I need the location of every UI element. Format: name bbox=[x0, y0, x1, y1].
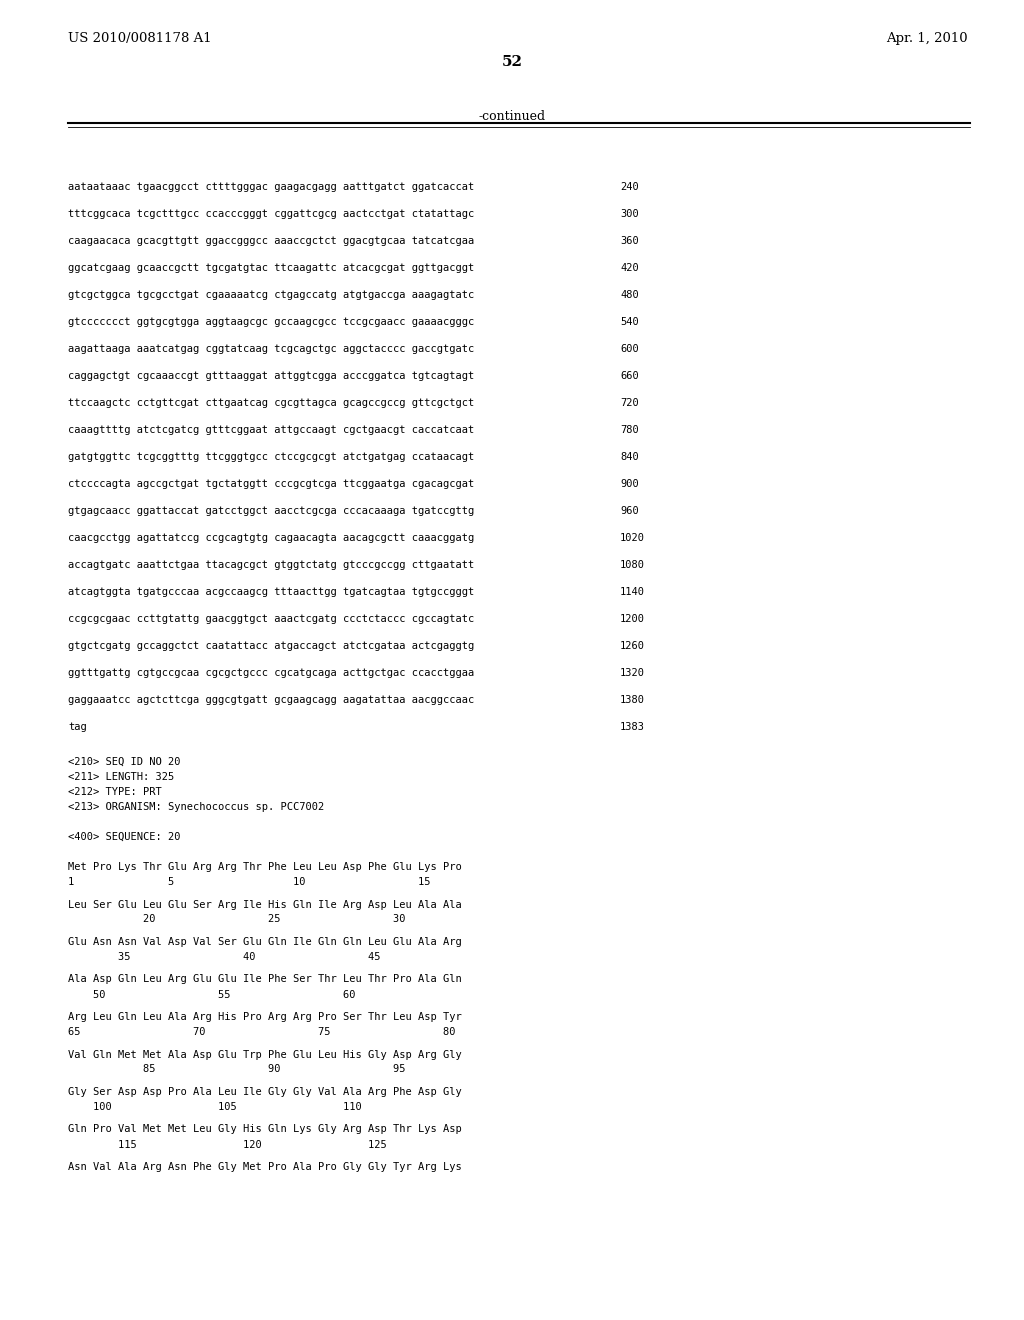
Text: 900: 900 bbox=[620, 479, 639, 488]
Text: aagattaaga aaatcatgag cggtatcaag tcgcagctgc aggctacccc gaccgtgatc: aagattaaga aaatcatgag cggtatcaag tcgcagc… bbox=[68, 345, 474, 354]
Text: <213> ORGANISM: Synechococcus sp. PCC7002: <213> ORGANISM: Synechococcus sp. PCC700… bbox=[68, 803, 325, 812]
Text: gtgagcaacc ggattaccat gatcctggct aacctcgcga cccacaaaga tgatccgttg: gtgagcaacc ggattaccat gatcctggct aacctcg… bbox=[68, 506, 474, 516]
Text: Arg Leu Gln Leu Ala Arg His Pro Arg Arg Pro Ser Thr Leu Asp Tyr: Arg Leu Gln Leu Ala Arg His Pro Arg Arg … bbox=[68, 1012, 462, 1022]
Text: <212> TYPE: PRT: <212> TYPE: PRT bbox=[68, 787, 162, 797]
Text: Asn Val Ala Arg Asn Phe Gly Met Pro Ala Pro Gly Gly Tyr Arg Lys: Asn Val Ala Arg Asn Phe Gly Met Pro Ala … bbox=[68, 1162, 462, 1172]
Text: gatgtggttc tcgcggtttg ttcgggtgcc ctccgcgcgt atctgatgag ccataacagt: gatgtggttc tcgcggtttg ttcgggtgcc ctccgcg… bbox=[68, 451, 474, 462]
Text: 1383: 1383 bbox=[620, 722, 645, 733]
Text: aataataaac tgaacggcct cttttgggac gaagacgagg aatttgatct ggatcaccat: aataataaac tgaacggcct cttttgggac gaagacg… bbox=[68, 182, 474, 191]
Text: 480: 480 bbox=[620, 290, 639, 300]
Text: tag: tag bbox=[68, 722, 87, 733]
Text: 1020: 1020 bbox=[620, 533, 645, 543]
Text: 65                  70                  75                  80: 65 70 75 80 bbox=[68, 1027, 456, 1038]
Text: 115                 120                 125: 115 120 125 bbox=[68, 1139, 387, 1150]
Text: 240: 240 bbox=[620, 182, 639, 191]
Text: Glu Asn Asn Val Asp Val Ser Glu Gln Ile Gln Gln Leu Glu Ala Arg: Glu Asn Asn Val Asp Val Ser Glu Gln Ile … bbox=[68, 937, 462, 946]
Text: 20                  25                  30: 20 25 30 bbox=[68, 915, 406, 924]
Text: 85                  90                  95: 85 90 95 bbox=[68, 1064, 406, 1074]
Text: atcagtggta tgatgcccaa acgccaagcg tttaacttgg tgatcagtaa tgtgccgggt: atcagtggta tgatgcccaa acgccaagcg tttaact… bbox=[68, 587, 474, 597]
Text: gtccccccct ggtgcgtgga aggtaagcgc gccaagcgcc tccgcgaacc gaaaacgggc: gtccccccct ggtgcgtgga aggtaagcgc gccaagc… bbox=[68, 317, 474, 327]
Text: ggcatcgaag gcaaccgctt tgcgatgtac ttcaagattc atcacgcgat ggttgacggt: ggcatcgaag gcaaccgctt tgcgatgtac ttcaaga… bbox=[68, 263, 474, 273]
Text: 360: 360 bbox=[620, 236, 639, 246]
Text: ccgcgcgaac ccttgtattg gaacggtgct aaactcgatg ccctctaccc cgccagtatc: ccgcgcgaac ccttgtattg gaacggtgct aaactcg… bbox=[68, 614, 474, 624]
Text: caaagttttg atctcgatcg gtttcggaat attgccaagt cgctgaacgt caccatcaat: caaagttttg atctcgatcg gtttcggaat attgcca… bbox=[68, 425, 474, 436]
Text: 540: 540 bbox=[620, 317, 639, 327]
Text: gaggaaatcc agctcttcga gggcgtgatt gcgaagcagg aagatattaa aacggccaac: gaggaaatcc agctcttcga gggcgtgatt gcgaagc… bbox=[68, 696, 474, 705]
Text: -continued: -continued bbox=[478, 110, 546, 123]
Text: 420: 420 bbox=[620, 263, 639, 273]
Text: accagtgatc aaattctgaa ttacagcgct gtggtctatg gtcccgccgg cttgaatatt: accagtgatc aaattctgaa ttacagcgct gtggtct… bbox=[68, 560, 474, 570]
Text: Apr. 1, 2010: Apr. 1, 2010 bbox=[887, 32, 968, 45]
Text: 780: 780 bbox=[620, 425, 639, 436]
Text: caggagctgt cgcaaaccgt gtttaaggat attggtcgga acccggatca tgtcagtagt: caggagctgt cgcaaaccgt gtttaaggat attggtc… bbox=[68, 371, 474, 381]
Text: 50                  55                  60: 50 55 60 bbox=[68, 990, 355, 999]
Text: Leu Ser Glu Leu Glu Ser Arg Ile His Gln Ile Arg Asp Leu Ala Ala: Leu Ser Glu Leu Glu Ser Arg Ile His Gln … bbox=[68, 899, 462, 909]
Text: ttccaagctc cctgttcgat cttgaatcag cgcgttagca gcagccgccg gttcgctgct: ttccaagctc cctgttcgat cttgaatcag cgcgtta… bbox=[68, 399, 474, 408]
Text: Gln Pro Val Met Met Leu Gly His Gln Lys Gly Arg Asp Thr Lys Asp: Gln Pro Val Met Met Leu Gly His Gln Lys … bbox=[68, 1125, 462, 1134]
Text: 960: 960 bbox=[620, 506, 639, 516]
Text: 1380: 1380 bbox=[620, 696, 645, 705]
Text: 660: 660 bbox=[620, 371, 639, 381]
Text: Gly Ser Asp Asp Pro Ala Leu Ile Gly Gly Val Ala Arg Phe Asp Gly: Gly Ser Asp Asp Pro Ala Leu Ile Gly Gly … bbox=[68, 1086, 462, 1097]
Text: Met Pro Lys Thr Glu Arg Arg Thr Phe Leu Leu Asp Phe Glu Lys Pro: Met Pro Lys Thr Glu Arg Arg Thr Phe Leu … bbox=[68, 862, 462, 873]
Text: <211> LENGTH: 325: <211> LENGTH: 325 bbox=[68, 772, 174, 781]
Text: 52: 52 bbox=[502, 55, 522, 69]
Text: 1200: 1200 bbox=[620, 614, 645, 624]
Text: 300: 300 bbox=[620, 209, 639, 219]
Text: ggtttgattg cgtgccgcaa cgcgctgccc cgcatgcaga acttgctgac ccacctggaa: ggtttgattg cgtgccgcaa cgcgctgccc cgcatgc… bbox=[68, 668, 474, 678]
Text: gtcgctggca tgcgcctgat cgaaaaatcg ctgagccatg atgtgaccga aaagagtatc: gtcgctggca tgcgcctgat cgaaaaatcg ctgagcc… bbox=[68, 290, 474, 300]
Text: 1               5                   10                  15: 1 5 10 15 bbox=[68, 876, 430, 887]
Text: caacgcctgg agattatccg ccgcagtgtg cagaacagta aacagcgctt caaacggatg: caacgcctgg agattatccg ccgcagtgtg cagaaca… bbox=[68, 533, 474, 543]
Text: <210> SEQ ID NO 20: <210> SEQ ID NO 20 bbox=[68, 756, 180, 767]
Text: 1140: 1140 bbox=[620, 587, 645, 597]
Text: 35                  40                  45: 35 40 45 bbox=[68, 952, 381, 962]
Text: Ala Asp Gln Leu Arg Glu Glu Ile Phe Ser Thr Leu Thr Pro Ala Gln: Ala Asp Gln Leu Arg Glu Glu Ile Phe Ser … bbox=[68, 974, 462, 985]
Text: 720: 720 bbox=[620, 399, 639, 408]
Text: tttcggcaca tcgctttgcc ccacccgggt cggattcgcg aactcctgat ctatattagc: tttcggcaca tcgctttgcc ccacccgggt cggattc… bbox=[68, 209, 474, 219]
Text: 600: 600 bbox=[620, 345, 639, 354]
Text: 1320: 1320 bbox=[620, 668, 645, 678]
Text: 100                 105                 110: 100 105 110 bbox=[68, 1102, 361, 1111]
Text: US 2010/0081178 A1: US 2010/0081178 A1 bbox=[68, 32, 212, 45]
Text: gtgctcgatg gccaggctct caatattacc atgaccagct atctcgataa actcgaggtg: gtgctcgatg gccaggctct caatattacc atgacca… bbox=[68, 642, 474, 651]
Text: caagaacaca gcacgttgtt ggaccgggcc aaaccgctct ggacgtgcaa tatcatcgaa: caagaacaca gcacgttgtt ggaccgggcc aaaccgc… bbox=[68, 236, 474, 246]
Text: Val Gln Met Met Ala Asp Glu Trp Phe Glu Leu His Gly Asp Arg Gly: Val Gln Met Met Ala Asp Glu Trp Phe Glu … bbox=[68, 1049, 462, 1060]
Text: 840: 840 bbox=[620, 451, 639, 462]
Text: <400> SEQUENCE: 20: <400> SEQUENCE: 20 bbox=[68, 832, 180, 842]
Text: 1080: 1080 bbox=[620, 560, 645, 570]
Text: ctccccagta agccgctgat tgctatggtt cccgcgtcga ttcggaatga cgacagcgat: ctccccagta agccgctgat tgctatggtt cccgcgt… bbox=[68, 479, 474, 488]
Text: 1260: 1260 bbox=[620, 642, 645, 651]
